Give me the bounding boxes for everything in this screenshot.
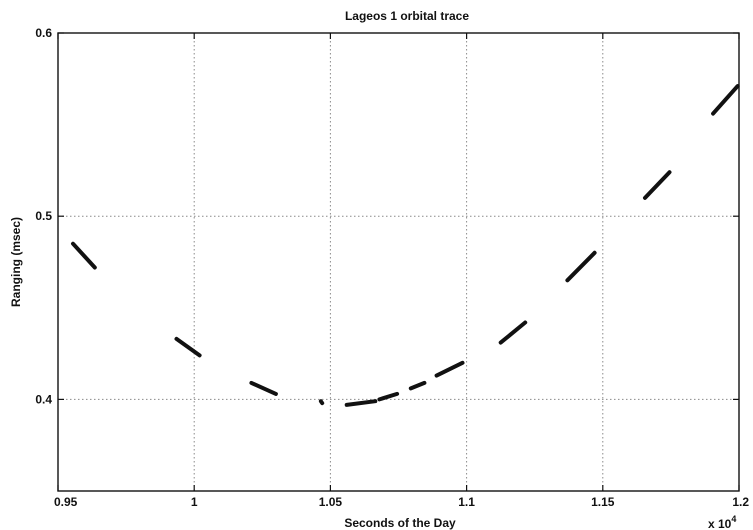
trace-segment: [711, 84, 740, 116]
x-tick-label: 1.05: [319, 495, 343, 509]
x-multiplier: x 104: [708, 514, 736, 530]
axis-ticks: [57, 32, 740, 491]
x-tick-label: 0.95: [54, 495, 78, 509]
trace-segment: [565, 250, 597, 283]
y-axis-label: Ranging (msec): [9, 217, 23, 307]
trace-segment: [249, 380, 278, 396]
chart-title: Lageos 1 orbital trace: [345, 9, 469, 23]
trace-segments: [71, 84, 740, 407]
x-tick-labels: 0.95 1 1.05 1.1 1.15 1.2: [54, 495, 749, 509]
x-tick-label: 1.15: [591, 495, 615, 509]
x-tick-label: 1: [191, 495, 198, 509]
trace-segment: [434, 360, 465, 378]
trace-segment: [174, 336, 202, 358]
x-multiplier-base: x 10: [708, 517, 732, 530]
gridlines: [58, 33, 739, 491]
x-tick-label: 1.1: [458, 495, 475, 509]
plot-frame: [57, 32, 740, 492]
y-tick-label: 0.6: [35, 26, 52, 40]
trace-segment: [408, 380, 427, 391]
y-tick-label: 0.5: [35, 209, 52, 223]
x-multiplier-exponent: 4: [731, 514, 736, 524]
trace-segment: [71, 241, 97, 270]
trace-segment: [498, 320, 528, 345]
y-tick-labels: 0.4 0.5 0.6: [35, 26, 52, 406]
trace-segment: [344, 399, 378, 407]
y-tick-label: 0.4: [35, 392, 52, 406]
trace-segment: [643, 170, 672, 200]
trace-segment: [318, 399, 325, 406]
x-tick-label: 1.2: [732, 495, 749, 509]
x-axis-label: Seconds of the Day: [344, 516, 456, 530]
trace-segment: [377, 391, 400, 402]
